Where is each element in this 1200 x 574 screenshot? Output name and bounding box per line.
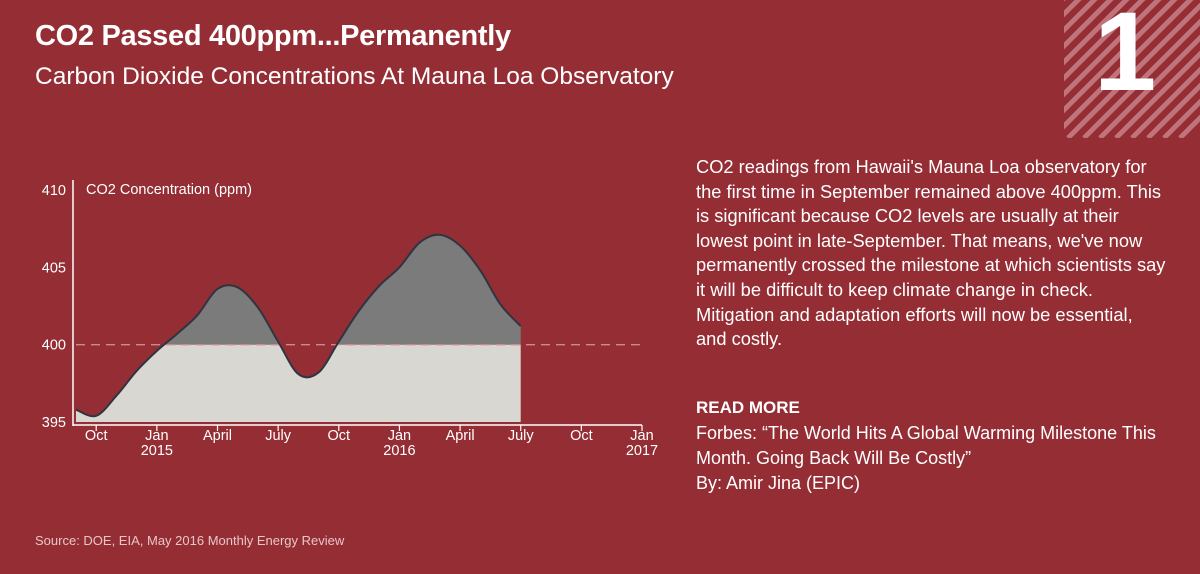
chart-title: CO2 Passed 400ppm...Permanently: [35, 20, 511, 52]
x-tick-year-label: 2017: [626, 443, 658, 459]
x-tick-label: Oct: [328, 428, 351, 444]
source-note: Source: DOE, EIA, May 2016 Monthly Energ…: [35, 533, 345, 548]
co2-series-line: [75, 233, 522, 418]
x-tick-label: Jan: [145, 428, 168, 444]
chart-subtitle: Carbon Dioxide Concentrations At Mauna L…: [35, 63, 674, 90]
y-axis-label: CO2 Concentration (ppm): [86, 182, 252, 198]
y-tick-label: 405: [42, 260, 66, 276]
x-tick-label: July: [265, 428, 292, 444]
x-tick-label: Oct: [570, 428, 593, 444]
read-more-link[interactable]: Forbes: “The World Hits A Global Warming…: [696, 423, 1156, 468]
read-more-byline: By: Amir Jina (EPIC): [696, 473, 861, 493]
y-tick-label: 395: [42, 415, 66, 431]
description-text: CO2 readings from Hawaii's Mauna Loa obs…: [696, 156, 1166, 350]
x-tick-label: April: [203, 428, 232, 444]
badge-number: 1: [1094, 0, 1157, 114]
x-tick-label: Oct: [85, 428, 108, 444]
read-more-heading: READ MORE: [696, 398, 800, 417]
x-tick-year-label: 2015: [141, 443, 173, 459]
y-tick-label: 410: [42, 183, 66, 199]
area-below-400: [76, 344, 521, 422]
y-tick-label: 400: [42, 338, 66, 354]
x-tick-label: July: [508, 428, 535, 444]
x-tick-year-label: 2016: [383, 443, 415, 459]
x-tick-label: Jan: [630, 428, 653, 444]
x-tick-label: April: [446, 428, 475, 444]
hatch-pattern-icon: [1064, 0, 1200, 138]
badge-hatch-pattern: [1064, 0, 1200, 138]
area-above-400: [164, 234, 521, 345]
x-tick-label: Jan: [388, 428, 411, 444]
